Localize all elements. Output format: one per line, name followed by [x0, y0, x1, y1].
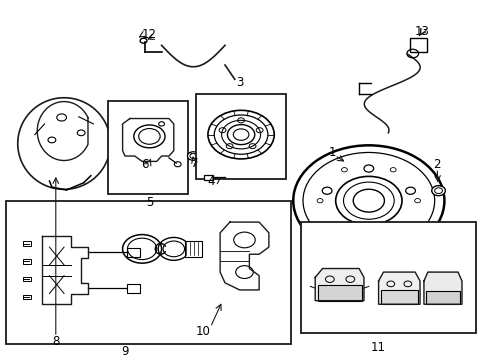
Bar: [184, 241, 201, 257]
Text: 9: 9: [121, 345, 128, 358]
Text: 8: 8: [52, 335, 60, 348]
Polygon shape: [423, 272, 461, 304]
Bar: [195, 94, 285, 179]
Bar: [22, 242, 31, 246]
Bar: [5, 201, 290, 343]
Text: 7: 7: [190, 157, 198, 170]
Text: 5: 5: [145, 196, 153, 209]
Polygon shape: [378, 272, 419, 304]
Text: 6: 6: [141, 158, 148, 171]
Text: 12: 12: [142, 28, 157, 41]
Circle shape: [187, 152, 199, 160]
Bar: [317, 285, 361, 301]
Text: 4: 4: [207, 175, 215, 188]
Bar: [300, 222, 475, 333]
Bar: [108, 101, 188, 194]
Text: 2: 2: [432, 158, 440, 171]
Bar: [22, 295, 31, 299]
Text: 11: 11: [370, 341, 386, 354]
Text: 1: 1: [328, 146, 335, 159]
Bar: [426, 291, 459, 304]
Bar: [409, 38, 427, 53]
Polygon shape: [315, 269, 363, 301]
Bar: [22, 277, 31, 282]
Bar: [127, 284, 140, 293]
Bar: [203, 175, 212, 180]
Circle shape: [431, 186, 445, 196]
Bar: [380, 290, 417, 304]
Text: 3: 3: [235, 76, 243, 89]
Bar: [127, 248, 140, 257]
Bar: [22, 259, 31, 264]
Text: 13: 13: [414, 24, 429, 37]
Text: 10: 10: [195, 324, 210, 338]
